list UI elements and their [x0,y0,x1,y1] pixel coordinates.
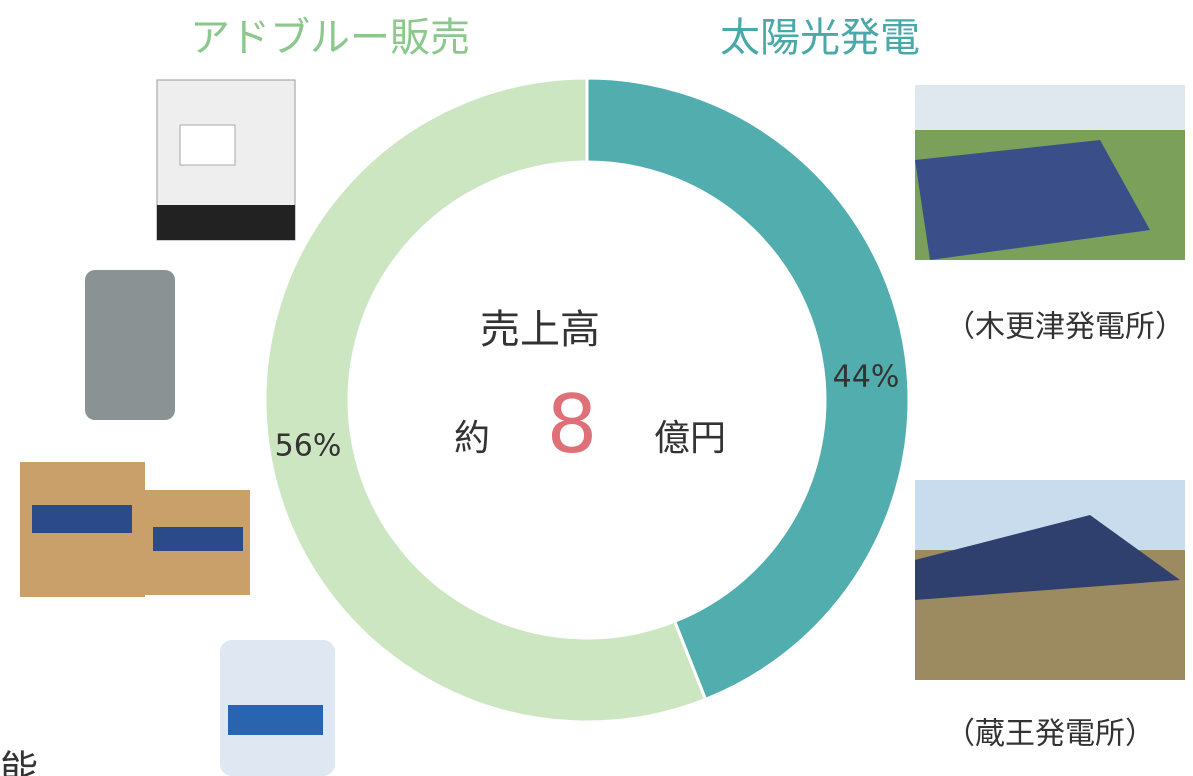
box-band [32,505,132,533]
plant-images [915,85,1185,680]
category-label: 太陽光発電 [720,15,920,61]
caption: （木更津発電所） [945,310,1185,345]
caption: （蔵王発電所） [945,717,1155,752]
data-label: 56% [275,429,342,464]
data-label: 44% [833,360,900,395]
donut-segment [265,78,706,722]
category-label: アドブルー販売 [190,15,470,61]
box-band [153,527,243,551]
tote-label [180,125,235,165]
jug-label [228,705,323,735]
center-prefix: 約 [454,418,490,459]
drum-image [85,270,175,420]
center-value: 8 [547,378,598,471]
center-unit: 億円 [654,418,726,459]
plant-sky [915,85,1185,130]
tote-pallet [157,205,295,240]
fragment-text: 能 [0,748,38,776]
chart: 売上高 約 8 億円 （木更津発電所） （蔵王発電所） 能 44% 太陽光発電 56… [0,0,1193,776]
center-label: 売上高 [480,307,600,353]
